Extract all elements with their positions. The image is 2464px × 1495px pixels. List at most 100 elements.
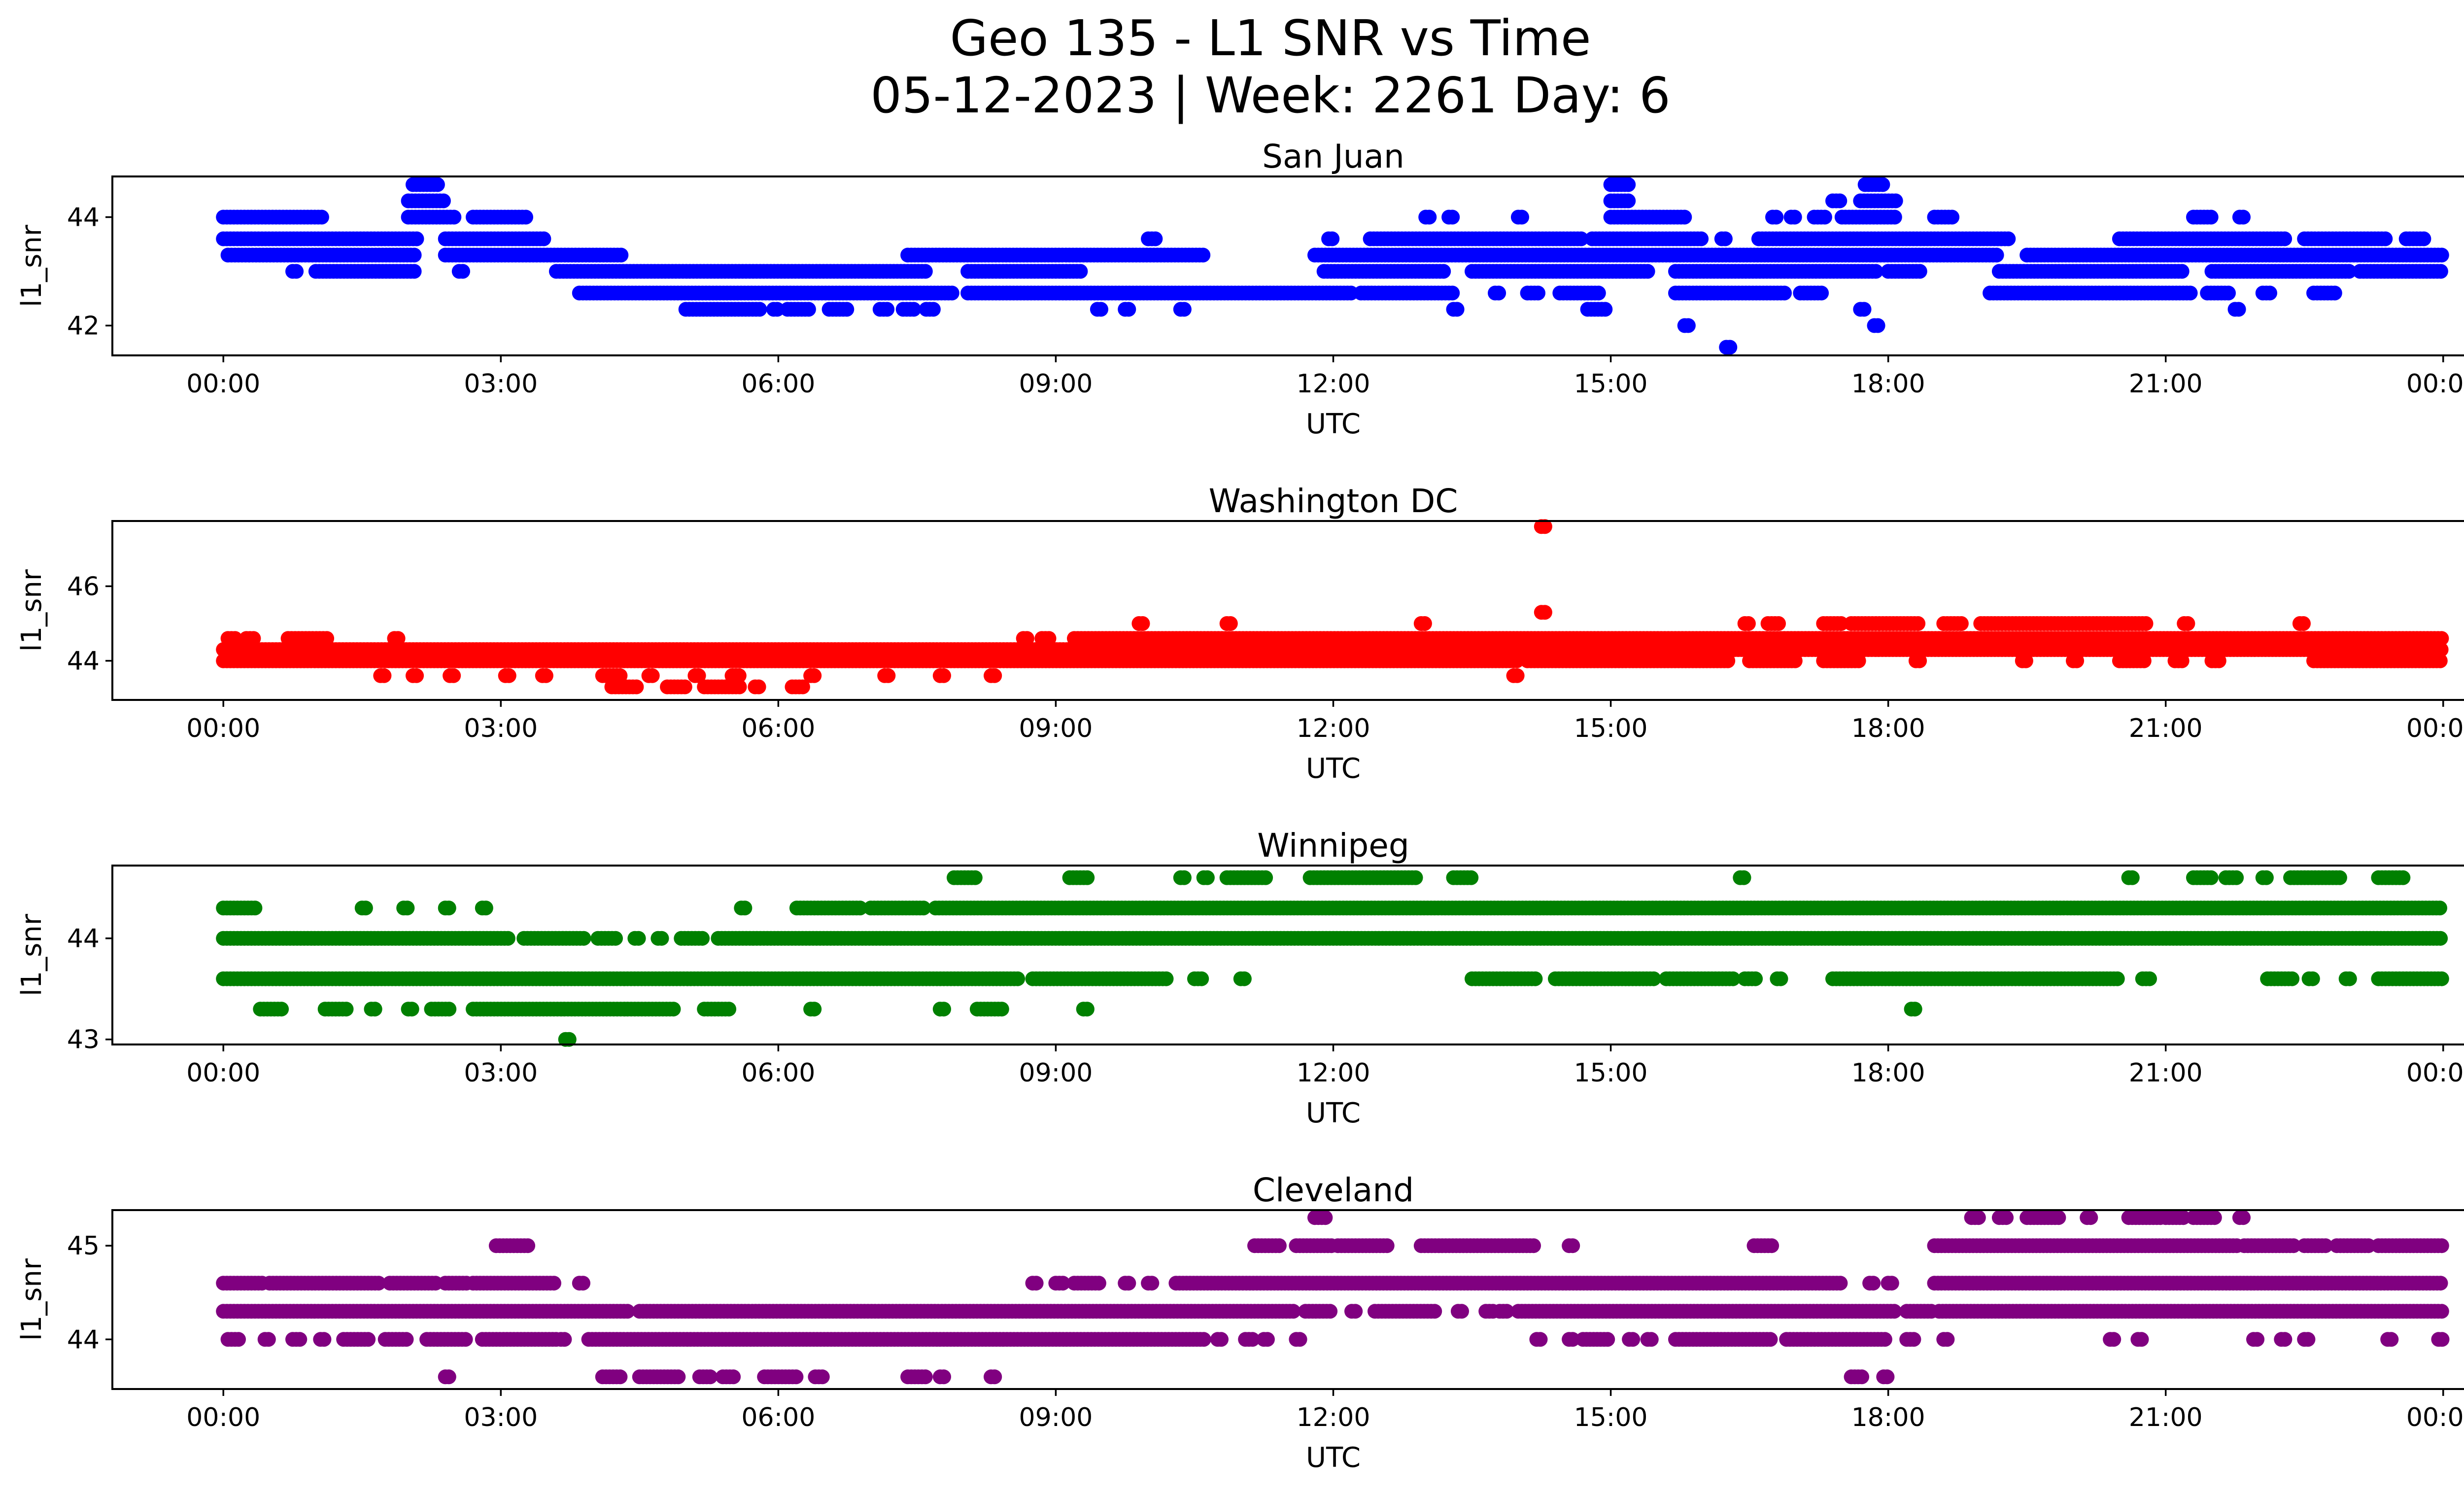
x-axis-label: UTC [1306,753,1361,785]
data-point [501,668,516,683]
data-point [2001,231,2016,246]
figure-title-line1: Geo 135 - L1 SNR vs Time [950,9,1591,67]
data-point [2259,870,2274,885]
data-point [2203,209,2219,225]
data-point [1771,616,1786,631]
data-point [1787,653,1803,668]
data-point [2136,653,2152,668]
data-point [455,264,470,279]
data-point [2231,302,2246,317]
data-point [1598,302,1613,317]
data-point [1814,285,1829,301]
data-point [247,901,263,916]
data-point [807,668,822,683]
data-point [2138,616,2154,631]
data-point [944,285,959,301]
panel-winnipeg: Winnipeg UTC l1_snr 00:00 03:00 06:00 09:00… [16,827,2464,1129]
data-point [1449,302,1465,317]
data-point [409,668,424,683]
data-point [1912,264,1927,279]
data-point [1870,318,1885,333]
data-point [2183,285,2198,301]
data-point [2203,870,2219,885]
data-point [1680,318,1696,333]
data-point [500,931,515,946]
data-point [752,302,767,317]
data-point [1640,264,1655,279]
data-point [576,931,591,946]
x-tick-label: 15:00 [1574,369,1648,399]
data-point [1199,870,1215,885]
data-point [1574,231,1589,246]
data-point [2236,209,2251,225]
y-tick-label: 42 [67,312,100,341]
data-point [1851,653,1866,668]
data-point [2416,231,2431,246]
data-point [1856,302,1872,317]
data-point [409,231,424,246]
data-point [407,247,422,263]
data-point [1720,653,1736,668]
data-point [2332,870,2347,885]
data-point [538,668,553,683]
data-point [1537,519,1552,534]
data-point [880,302,895,317]
data-point [2433,264,2448,279]
x-tick-label: 00:00 [186,714,260,743]
y-tick-label: 46 [67,572,100,601]
data-point [2069,653,2085,668]
data-point [430,177,445,192]
data-point [2180,616,2195,631]
data-point [1887,209,1902,225]
data-point [1491,285,1506,301]
data-point [987,668,1002,683]
data-point [1722,340,1738,355]
data-point [1464,870,1479,885]
data-point [795,679,810,695]
data-point [613,668,628,683]
data-point [1911,616,1926,631]
data-point [446,668,461,683]
data-point [2174,653,2190,668]
data-point [1417,616,1432,631]
data-point [1621,193,1636,209]
data-point [1408,870,1423,885]
x-tick-label: 00:00 [2406,369,2464,399]
data-point [407,264,422,279]
data-point [1677,209,1692,225]
data-point [918,264,933,279]
x-tick-label: 21:00 [2129,714,2203,743]
data-point [2211,653,2226,668]
data-point [1875,177,1890,192]
data-point [1445,285,1460,301]
x-tick-label: 09:00 [1019,714,1093,743]
data-point [2432,653,2448,668]
data-point [2221,285,2236,301]
data-point [839,302,855,317]
data-point [691,668,706,683]
x-axis-label: UTC [1306,408,1361,440]
x-tick-label: 15:00 [1574,714,1648,743]
data-point [390,631,406,646]
data-point [1258,870,1273,885]
panel-title: Washington DC [1209,482,1458,520]
x-tick-label: 18:00 [1851,714,1925,743]
data-point [1621,177,1636,192]
data-point [2396,870,2411,885]
data-point [518,209,533,225]
data-point [1094,302,1108,317]
data-point [1694,231,1709,246]
data-point [1787,209,1802,225]
x-tick-label: 00:00 [2406,714,2464,743]
data-point [358,901,373,916]
data-point [629,679,644,695]
data-point [654,931,669,946]
data-point [1041,631,1057,646]
x-tick-label: 06:00 [741,369,815,399]
data-point [2432,901,2447,916]
data-point [246,631,261,646]
y-axis-label: l1_snr [16,913,48,996]
data-point [2433,642,2449,657]
data-point [751,679,766,695]
data-point [1509,653,1524,668]
